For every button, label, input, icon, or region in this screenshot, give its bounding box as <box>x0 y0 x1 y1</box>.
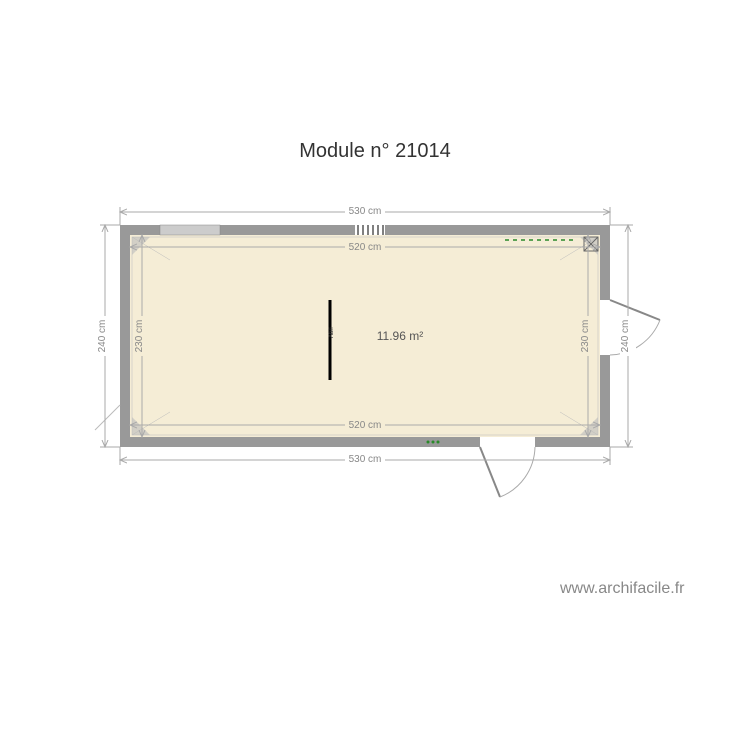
svg-text:230 cm: 230 cm <box>134 320 145 353</box>
svg-text:520 cm: 520 cm <box>349 242 382 253</box>
left-wall-angled-mark <box>95 405 120 430</box>
green-marks-bottom <box>427 441 440 444</box>
room-area-label: 11.96 m² <box>377 329 423 343</box>
floor-plan-svg: Abri 11.96 m² 530 cm 520 cm <box>0 0 750 750</box>
door-bottom <box>480 437 535 497</box>
dim-outer-bottom: 530 cm <box>120 447 610 465</box>
dim-outer-left: 240 cm <box>97 225 120 447</box>
dim-outer-top: 530 cm <box>120 204 610 225</box>
svg-text:520 cm: 520 cm <box>349 420 382 431</box>
svg-text:230 cm: 230 cm <box>580 320 591 353</box>
floor <box>130 235 600 437</box>
svg-text:240 cm: 240 cm <box>620 320 631 353</box>
dim-outer-right: 240 cm <box>610 225 636 447</box>
svg-text:240 cm: 240 cm <box>97 320 108 353</box>
interior-divider-label: Abri <box>329 327 335 338</box>
vent-top <box>355 225 385 235</box>
svg-text:530 cm: 530 cm <box>349 206 382 217</box>
window-top-left <box>160 225 220 235</box>
svg-text:530 cm: 530 cm <box>349 454 382 465</box>
